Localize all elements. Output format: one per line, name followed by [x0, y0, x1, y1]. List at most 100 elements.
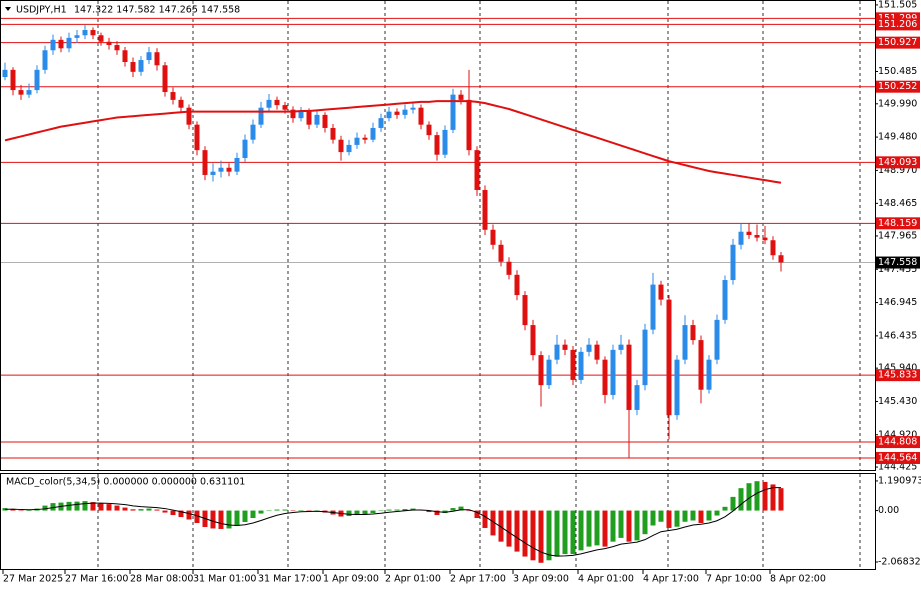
macd-bar [66, 501, 72, 511]
candle-body [306, 111, 312, 125]
macd-bar [178, 510, 184, 518]
candle-body [450, 94, 456, 130]
macd-bar [602, 510, 608, 547]
macd-bar [426, 510, 432, 513]
y-tick-label: 1.190973 [878, 475, 921, 486]
macd-bar [578, 510, 584, 551]
macd-bar [682, 510, 688, 522]
candle-body [50, 39, 56, 51]
macd-bar [74, 501, 80, 511]
candle-body [298, 111, 304, 119]
candle-body [346, 144, 352, 153]
candle-body [178, 99, 184, 108]
macd-bar [298, 510, 304, 511]
candle-body [730, 244, 736, 281]
candle-body [658, 284, 664, 300]
x-tick-label: 4 Apr 17:00 [643, 574, 699, 585]
candle-body [530, 325, 536, 356]
macd-bar [690, 510, 696, 521]
candle-body [650, 284, 656, 330]
macd-bar [282, 509, 288, 511]
x-tick-label: 31 Mar 17:00 [258, 574, 321, 585]
y-tick-label: 148.465 [878, 198, 917, 209]
candle-body [674, 359, 680, 416]
y-tick-label: 148.970 [878, 165, 917, 176]
level-label-box [876, 451, 920, 464]
candle-body [722, 280, 728, 320]
macd-bar [82, 501, 88, 511]
candle-body [714, 319, 720, 360]
candle-body [682, 325, 688, 360]
macd-bar [378, 510, 384, 512]
macd-bar [610, 510, 616, 542]
macd-bar [642, 510, 648, 535]
y-tick-label: 144.920 [878, 429, 917, 440]
macd-bar [482, 510, 488, 528]
x-tick-label: 8 Apr 02:00 [770, 574, 826, 585]
candle-body [330, 127, 336, 140]
y-tick-label: 147.965 [878, 230, 917, 241]
candle-body [98, 35, 104, 42]
candle-body [666, 299, 672, 416]
candle-body [690, 325, 696, 341]
candle-body [34, 69, 40, 91]
macd-bar [514, 510, 520, 552]
candle-body [490, 229, 496, 245]
macd-bar [218, 510, 224, 529]
macd-bar [650, 510, 656, 526]
candle-body [10, 69, 16, 91]
candle-body [618, 344, 624, 350]
macd-bar [706, 510, 712, 521]
menu-triangle[interactable] [5, 7, 11, 11]
macd-bar [162, 510, 168, 513]
level-label-box [876, 36, 920, 49]
current-price-box [876, 256, 920, 269]
level-label: 144.808 [878, 437, 917, 448]
macd-bar [346, 510, 352, 517]
candle-body [66, 37, 72, 49]
candle-body [626, 344, 632, 410]
level-label-box [876, 369, 920, 382]
level-label: 149.093 [878, 157, 917, 168]
macd-bar [450, 508, 456, 511]
candle-body [2, 69, 8, 78]
macd-bar [266, 510, 272, 512]
macd-bar [458, 506, 464, 511]
macd-bar [506, 510, 512, 547]
candle-body [210, 171, 216, 175]
candle-body [442, 129, 448, 155]
macd-bar [658, 510, 664, 522]
macd-bar [498, 510, 504, 542]
candle-body [754, 235, 760, 238]
x-tick-label: 1 Apr 09:00 [323, 574, 379, 585]
x-tick-label: 7 Apr 10:00 [706, 574, 762, 585]
candle-body [386, 111, 392, 119]
macd-bar [186, 510, 192, 520]
candle-body [698, 340, 704, 390]
macd-bar [122, 507, 128, 511]
candle-body [162, 65, 168, 93]
x-tick-label: 31 Mar 01:00 [193, 574, 256, 585]
macd-bar [746, 483, 752, 511]
macd-bar [10, 509, 16, 511]
candle-body [410, 107, 416, 110]
macd-bar [290, 510, 296, 512]
macd-bar [210, 510, 216, 529]
macd-bar [226, 510, 232, 529]
y-tick-label: 145.430 [878, 396, 917, 407]
macd-bar [42, 505, 48, 511]
y-tick-label: 146.945 [878, 297, 917, 308]
candle-body [290, 109, 296, 119]
macd-bar [778, 488, 784, 511]
candle-body [138, 60, 144, 72]
y-tick-label: 151.505 [878, 0, 917, 10]
level-label-box [876, 18, 920, 31]
candle-body [610, 349, 616, 395]
candle-body [26, 90, 32, 95]
current-price-label: 147.558 [878, 257, 917, 268]
macd-bar [234, 510, 240, 526]
macd-bar [634, 510, 640, 541]
candle-body [106, 41, 112, 46]
candle-body [546, 359, 552, 386]
